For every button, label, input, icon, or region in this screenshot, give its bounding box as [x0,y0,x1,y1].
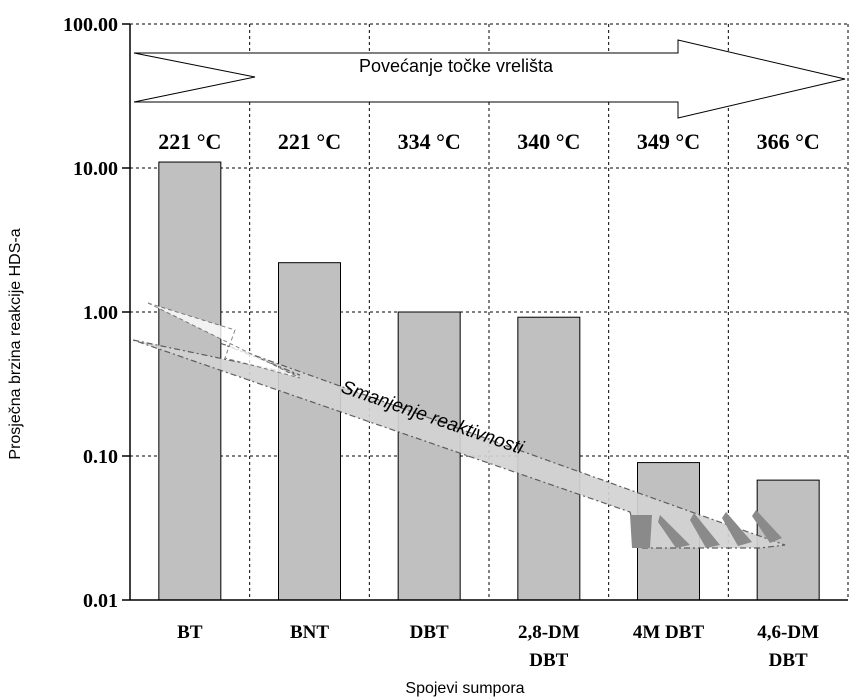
boiling-point-label: 366 °C [757,129,820,154]
category-label: BT [177,622,203,643]
x-axis-title: Spojevi sumpora [405,680,524,697]
boiling-point-arrow-label: Povećanje točke vrelišta [359,56,554,76]
boiling-point-label: 334 °C [398,129,461,154]
boiling-point-arrow: Povećanje točke vrelišta [133,39,846,119]
category-label: 4M DBT [633,622,705,643]
boiling-point-label: 221 °C [278,129,341,154]
boiling-point-label: 349 °C [637,129,700,154]
labels: 0.01 0.10 1.00 10.00 100.00 BT BNT DBT 2,8-DM DBT… [63,14,820,671]
y-tick-label: 10.00 [73,158,118,180]
boiling-point-label: 221 °C [158,129,221,154]
bars [158,161,820,601]
boiling-point-label: 340 °C [517,129,580,154]
category-label: 2,8-DM [518,622,580,643]
category-label: DBT [410,622,449,643]
y-axis-title: Prosječna brzina reakcije HDS-a [7,228,24,459]
gridlines [130,23,849,600]
category-label: BNT [290,622,329,643]
bar [278,262,341,601]
reactivity-arrow-hatching [630,510,782,548]
bar [397,311,461,601]
category-label: 4,6-DM [757,622,819,643]
y-tick-label: 0.10 [83,446,118,468]
y-tick-label: 1.00 [83,302,118,324]
y-tick-label: 100.00 [63,14,118,36]
y-tick-label: 0.01 [83,590,118,612]
axes [122,23,848,601]
bar [158,161,222,601]
category-label: DBT [769,650,808,671]
category-label: DBT [529,650,568,671]
